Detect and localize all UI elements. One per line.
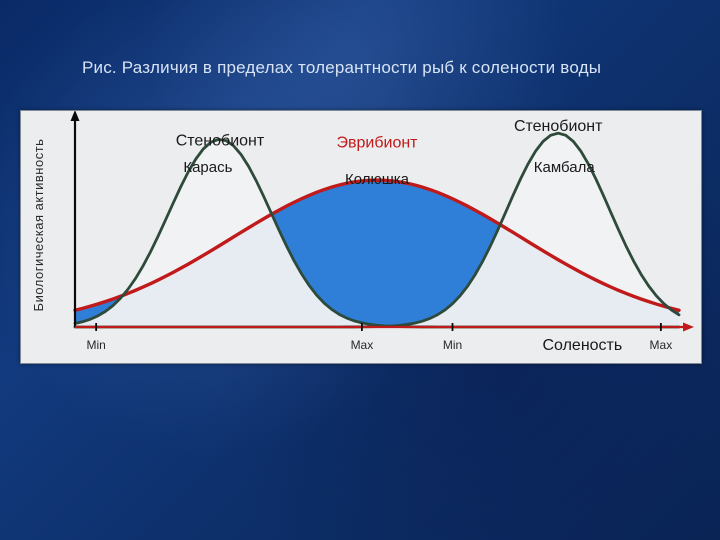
stenobiont-left-label: Стенобионт	[176, 132, 265, 149]
y-axis-label: Биологическая активность	[31, 139, 46, 312]
eurybiont-label: Эврибионт	[337, 134, 419, 151]
x-tick-label: Max	[650, 338, 673, 352]
x-tick-label: Min	[86, 338, 105, 352]
stenobiont-right-label: Стенобионт	[514, 118, 603, 135]
x-axis-label: Соленость	[542, 337, 622, 354]
y-axis-arrow	[71, 111, 80, 121]
stenobiont-right-species-label: Камбала	[534, 159, 596, 176]
tolerance-chart: Min Max Min Max Соленость Биологическая актив…	[20, 110, 702, 364]
x-axis-arrow	[683, 323, 694, 332]
stenobiont-left-species-label: Карась	[183, 159, 232, 176]
eurybiont-species-label: Колюшка	[345, 171, 410, 188]
chart-svg: Min Max Min Max Соленость Биологическая актив…	[21, 111, 701, 363]
x-tick-label: Min	[443, 338, 462, 352]
x-tick-label: Max	[351, 338, 374, 352]
figure-caption: Рис. Различия в пределах толерантности р…	[82, 58, 601, 78]
